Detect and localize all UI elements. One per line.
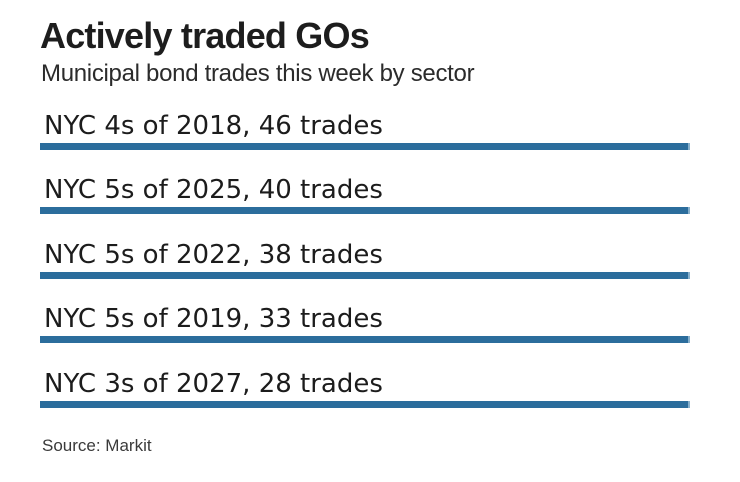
bar-label: NYC 4s of 2018, 46 trades xyxy=(44,111,383,141)
bar xyxy=(40,143,690,150)
bar-row: NYC 5s of 2025, 40 trades xyxy=(40,175,690,214)
bar xyxy=(40,336,690,343)
bar-label: NYC 5s of 2025, 40 trades xyxy=(44,175,383,205)
bar xyxy=(40,272,690,279)
bar xyxy=(40,401,690,408)
chart-title: Actively traded GOs xyxy=(40,15,370,56)
bar-row: NYC 5s of 2022, 38 trades xyxy=(40,240,690,279)
bar-label: NYC 5s of 2019, 33 trades xyxy=(44,304,383,334)
chart-source: Source: Markit xyxy=(42,436,152,455)
bar xyxy=(40,207,690,214)
bar-row: NYC 4s of 2018, 46 trades xyxy=(40,111,690,150)
bar-label: NYC 5s of 2022, 38 trades xyxy=(44,240,383,270)
chart-subtitle: Municipal bond trades this week by secto… xyxy=(41,60,475,87)
bar-row: NYC 3s of 2027, 28 trades xyxy=(40,369,690,408)
bar-label: NYC 3s of 2027, 28 trades xyxy=(44,369,383,399)
bar-row: NYC 5s of 2019, 33 trades xyxy=(40,304,690,343)
